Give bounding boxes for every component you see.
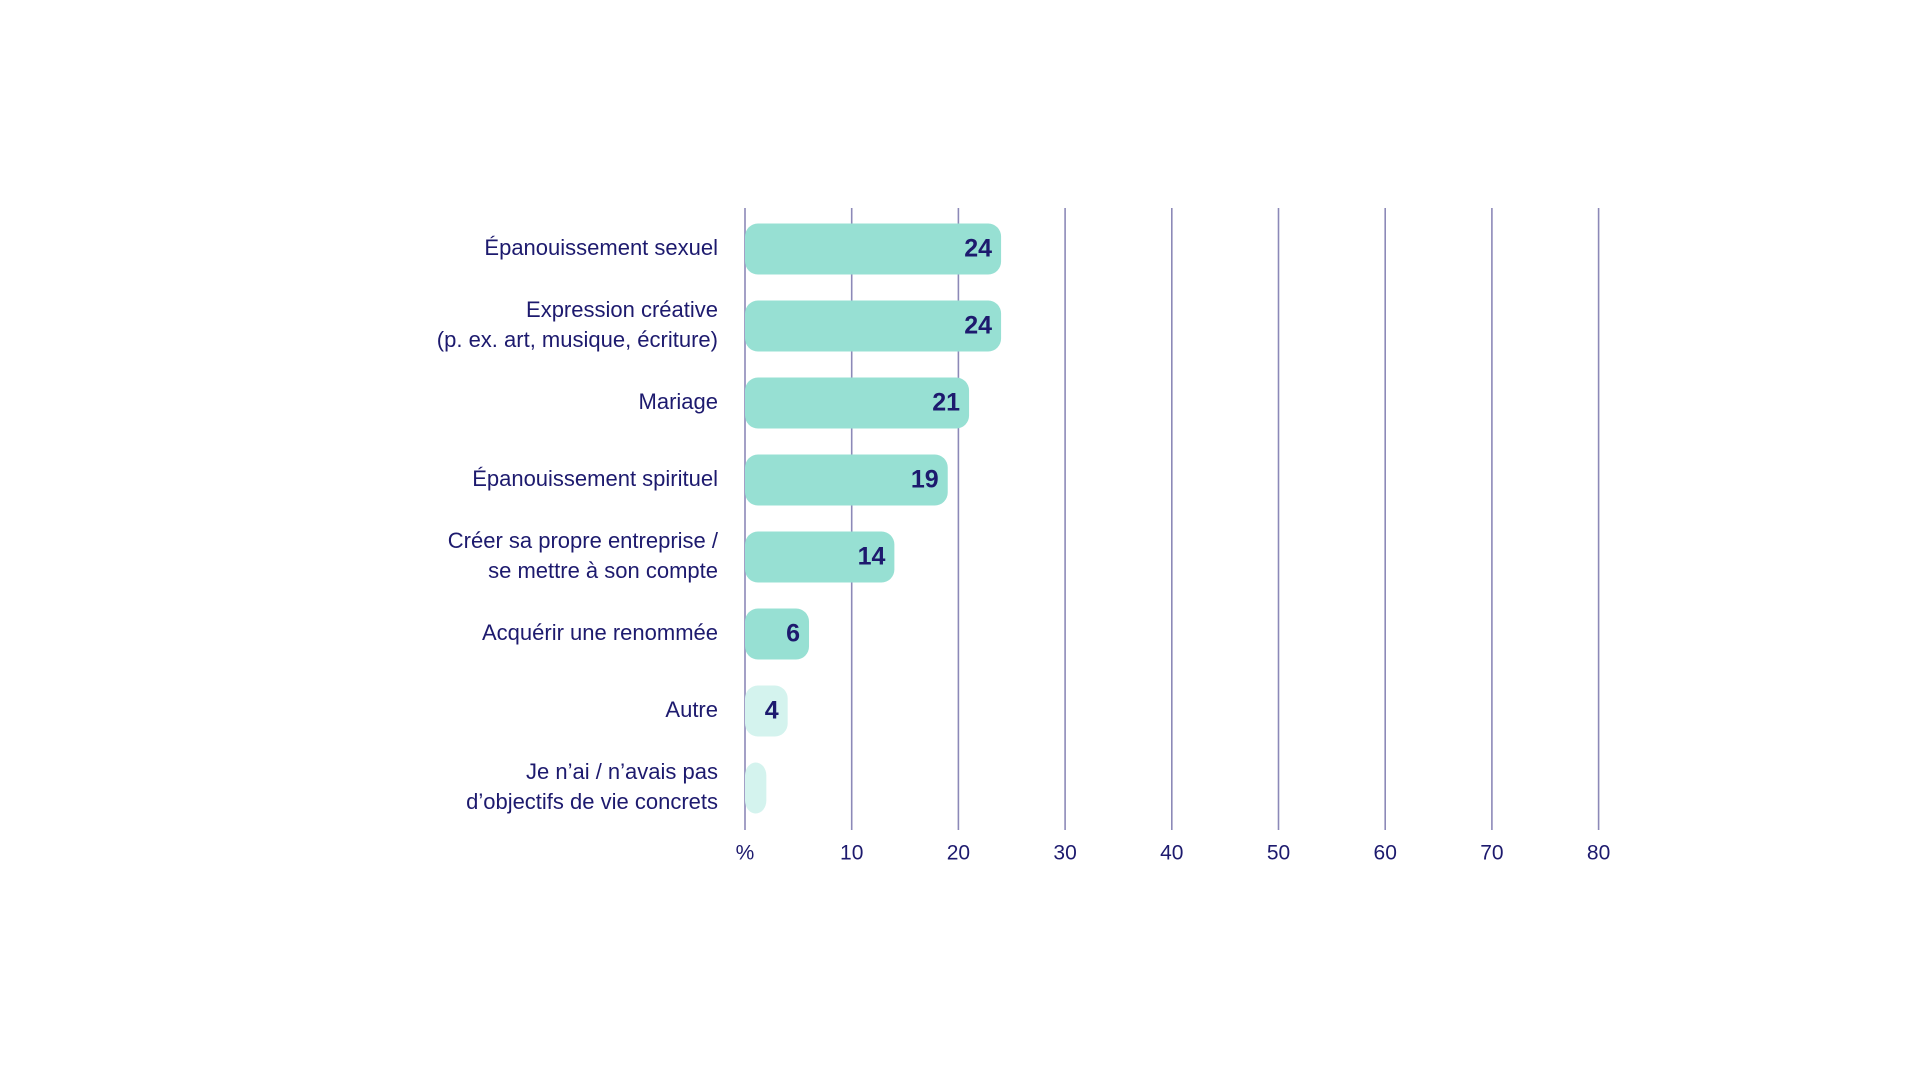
data-label: 24 bbox=[964, 235, 992, 263]
category-label: Expression créative bbox=[526, 297, 718, 322]
x-tick-label: 60 bbox=[1374, 842, 1397, 865]
bar bbox=[745, 300, 1002, 352]
x-tick-label: 50 bbox=[1267, 842, 1290, 865]
x-tick-label: 40 bbox=[1160, 842, 1183, 865]
data-label: 6 bbox=[786, 620, 800, 648]
category-label: Épanouissement spirituel bbox=[472, 466, 718, 491]
category-label: d’objectifs de vie concrets bbox=[466, 789, 718, 814]
category-label: Je n’ai / n’avais pas bbox=[526, 759, 718, 784]
x-tick-label: 30 bbox=[1053, 842, 1076, 865]
data-label: 21 bbox=[932, 389, 960, 417]
x-axis-tick-labels: % 10 20 30 40 50 60 70 80 bbox=[736, 842, 1611, 865]
bar bbox=[745, 762, 767, 814]
data-label: 24 bbox=[964, 312, 992, 340]
value-labels: 24 24 21 19 14 6 4 bbox=[765, 235, 992, 725]
category-label: Mariage bbox=[639, 389, 718, 414]
bar bbox=[745, 531, 895, 583]
x-tick-label: 10 bbox=[840, 842, 863, 865]
bar bbox=[745, 608, 810, 660]
x-tick-label: % bbox=[736, 842, 755, 865]
x-tick-label: 70 bbox=[1480, 842, 1503, 865]
category-label: (p. ex. art, musique, écriture) bbox=[437, 327, 718, 352]
bar bbox=[745, 454, 948, 506]
data-label: 14 bbox=[858, 543, 886, 571]
bar bbox=[745, 377, 970, 429]
category-labels: Épanouissement sexuel Expression créative… bbox=[437, 235, 719, 814]
category-label: se mettre à son compte bbox=[488, 558, 718, 583]
x-tick-label: 80 bbox=[1587, 842, 1610, 865]
category-label: Épanouissement sexuel bbox=[484, 235, 718, 260]
bars bbox=[745, 223, 1002, 814]
x-tick-label: 20 bbox=[947, 842, 970, 865]
category-label: Autre bbox=[665, 697, 718, 722]
data-label: 19 bbox=[911, 466, 939, 494]
category-label: Créer sa propre entreprise / bbox=[448, 528, 719, 553]
bar bbox=[745, 685, 788, 737]
bar bbox=[745, 223, 1002, 275]
data-label: 4 bbox=[765, 697, 779, 725]
category-label: Acquérir une renommée bbox=[482, 620, 718, 645]
